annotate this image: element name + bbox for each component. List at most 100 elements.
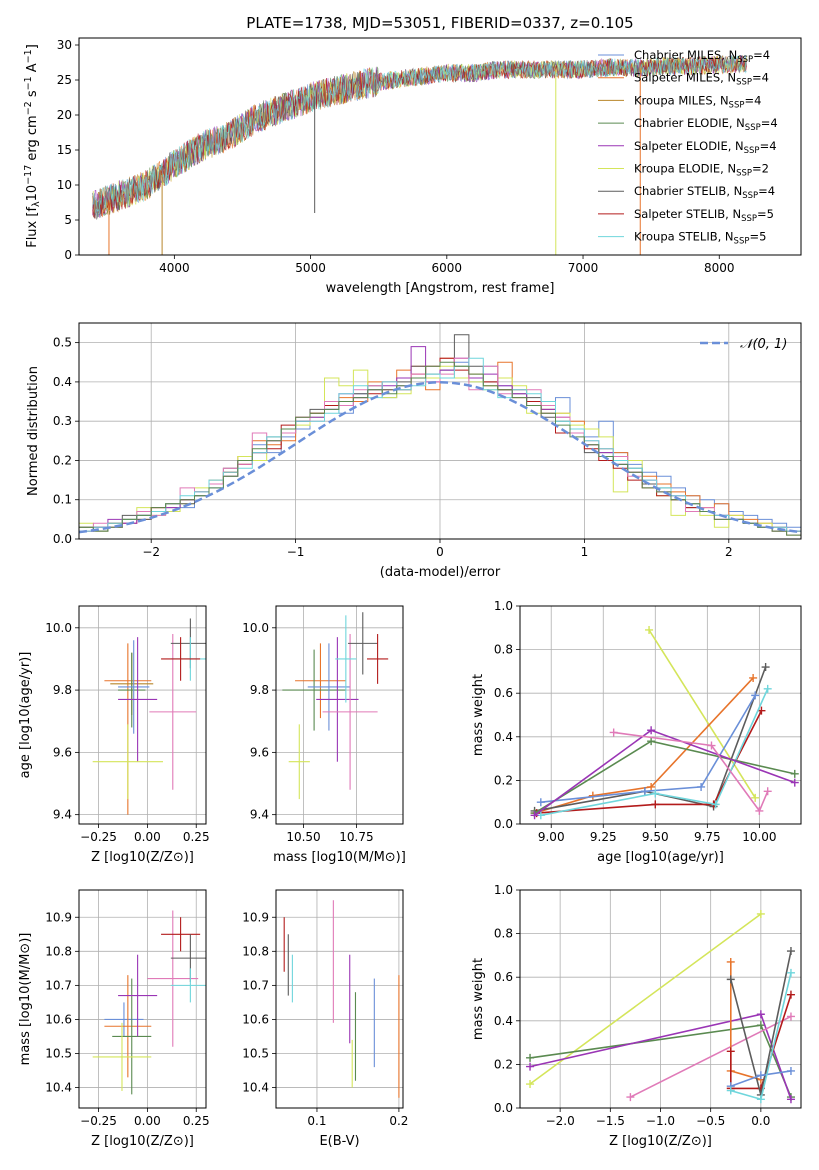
plot-area [92, 618, 206, 815]
x-tick-label: 0.25 [183, 1114, 210, 1128]
x-tick-label: 10.75 [339, 830, 373, 844]
legend-label: 𝒩(0, 1) [740, 337, 787, 352]
y-tick-label: 15 [57, 143, 72, 157]
y-tick-label: 30 [57, 38, 72, 52]
mass-weight-marker [526, 1080, 535, 1089]
y-tick-label: 0.5 [53, 336, 72, 350]
mass-weight-line-0 [529, 913, 762, 1085]
mass-weight-marker [756, 1095, 765, 1104]
mass-weight-marker [726, 975, 735, 984]
errorbar-point-6 [347, 612, 378, 675]
mass-weight-marker [647, 737, 656, 746]
errorbar-point-5 [147, 910, 199, 1047]
x-tick-label: −1.0 [646, 1114, 675, 1128]
spectrum-line-6 [92, 55, 747, 220]
chart-age-vs-Z: −0.25 0.00 0.25 9.4 9.6 9.8 10.0 Z [log10(Z/Z⊙)… [18, 605, 210, 865]
mass-weight-marker [697, 782, 706, 791]
errorbar-point-7 [335, 615, 357, 703]
errorbar-point-1 [282, 649, 346, 731]
errorbar-point-3 [118, 640, 150, 734]
x-axis-label: Z [log10(Z/Z⊙)] [91, 1134, 194, 1149]
errorbar-point-3 [118, 954, 158, 1037]
axes-frame [78, 322, 802, 540]
y-tick-label: 0.6 [494, 686, 513, 700]
errorbar-point-3 [316, 637, 359, 762]
errorbar-point-4 [118, 637, 158, 762]
mass-weight-marker [726, 957, 735, 966]
x-tick-label: 10.50 [286, 830, 320, 844]
y-tick-label: 0.2 [494, 1057, 513, 1071]
y-tick-label: 9.8 [53, 683, 72, 697]
legend: Chabrier MILES, NSSP=4 Salpeter MILES, NS… [598, 48, 778, 247]
axes-frame [78, 889, 207, 1109]
mass-weight-marker [790, 769, 799, 778]
mass-weight-marker [761, 663, 770, 672]
y-tick-label: 10.6 [242, 1012, 269, 1026]
mass-weight-marker [786, 947, 795, 956]
x-tick-label: 0.1 [307, 1114, 326, 1128]
mass-weight-marker [526, 1062, 535, 1071]
mass-weight-marker [651, 789, 660, 798]
x-tick-label: 8000 [704, 261, 735, 275]
mass-weight-marker [786, 1066, 795, 1075]
y-tick-label: 0.0 [494, 817, 513, 831]
legend-label: Salpeter MILES, NSSP=4 [634, 71, 769, 88]
normal-curve [79, 381, 801, 534]
mass-weight-marker [786, 990, 795, 999]
y-tick-label: 0 [64, 248, 72, 262]
chart-massweight-vs-Z: −2.0 −1.5 −1.0 −0.5 0.0 0.0 0.2 0.4 0.6 0.8 1.0 Z [… [471, 883, 802, 1149]
mass-weight-line-6 [534, 740, 795, 814]
mass-weight-marker [749, 673, 758, 682]
errorbar-point-4 [288, 724, 310, 800]
mass-weight-marker [786, 1012, 795, 1021]
y-tick-label: 0.4 [494, 730, 513, 744]
y-tick-label: 10.4 [45, 1081, 72, 1095]
x-axis-label: Z [log10(Z/Z⊙)] [91, 850, 194, 865]
x-tick-label: 0 [436, 545, 444, 559]
x-tick-label: 6000 [432, 261, 463, 275]
errorbar-point-9 [161, 637, 201, 681]
x-tick-label: −0.25 [80, 1114, 117, 1128]
mass-weight-line-1 [534, 677, 754, 814]
legend-label: Chabrier MILES, NSSP=4 [634, 48, 770, 65]
mass-weight-line-2 [534, 666, 767, 812]
legend-label: Salpeter ELODIE, NSSP=4 [634, 139, 777, 156]
y-tick-label: 9.6 [250, 745, 269, 759]
mass-weight-marker [530, 811, 539, 820]
mass-weight-marker [786, 968, 795, 977]
errorbar-point-4 [92, 1022, 152, 1091]
mass-weight-marker [790, 778, 799, 787]
mass-weight-marker [756, 1071, 765, 1080]
mass-weight-marker [707, 741, 716, 750]
y-tick-label: 10.6 [45, 1012, 72, 1026]
x-tick-label: −1 [287, 545, 305, 559]
axes-frame [78, 605, 207, 825]
mass-weight-line-8 [613, 731, 769, 813]
histogram-7 [79, 357, 801, 539]
errorbar-point-2 [118, 652, 146, 728]
plot-area [282, 612, 389, 800]
y-tick-label: 0.4 [53, 375, 72, 389]
mass-weight-marker [756, 1010, 765, 1019]
mass-weight-marker [726, 1047, 735, 1056]
x-tick-label: 9.25 [590, 830, 617, 844]
errorbar-point-0 [295, 643, 346, 719]
mass-weight-marker [640, 787, 649, 796]
errorbar-point-6 [149, 634, 197, 790]
spectrum-line-8 [92, 54, 747, 216]
y-tick-label: 10.0 [45, 621, 72, 635]
x-tick-label: 4000 [159, 261, 190, 275]
histogram-8 [79, 361, 801, 539]
x-tick-label: 5000 [295, 261, 326, 275]
y-tick-label: 0.2 [494, 773, 513, 787]
x-tick-label: 0.2 [389, 1114, 408, 1128]
y-tick-label: 0.8 [494, 643, 513, 657]
y-tick-label: 0.0 [53, 532, 72, 546]
mass-weight-marker [626, 1093, 635, 1102]
mass-weight-marker [647, 782, 656, 791]
x-axis-label: Z [log10(Z/Z⊙)] [609, 1134, 712, 1149]
y-tick-label: 0.4 [494, 1014, 513, 1028]
y-tick-label: 1.0 [494, 883, 513, 897]
x-tick-label: 1 [581, 545, 589, 559]
x-tick-label: 9.50 [642, 830, 669, 844]
